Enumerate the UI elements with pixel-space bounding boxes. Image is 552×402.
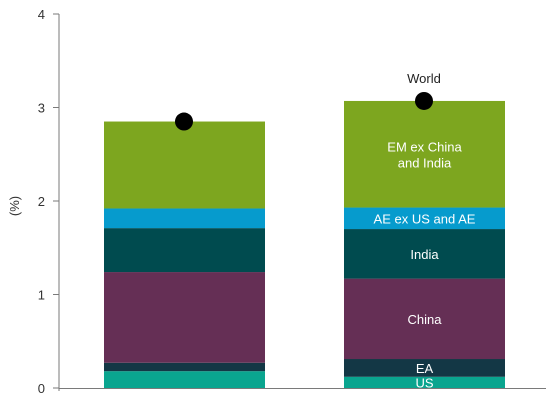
total-marker-dot [175, 112, 193, 131]
y-tick-label: 1 [38, 288, 45, 303]
bar-segment-ae-ex-us-and-ae [344, 207, 505, 230]
bars [104, 100, 505, 388]
total-marker-label: World [407, 71, 441, 86]
total-marker-dot [415, 91, 433, 110]
segment-label-em-ex-china-and-india: and India [398, 155, 452, 170]
bar-segment-em-ex-china-and-india [344, 100, 505, 208]
bar-segment-us [104, 371, 265, 388]
bar-segment-china [344, 278, 505, 360]
y-tick-label: 0 [38, 381, 45, 396]
bar-segment-us [344, 376, 505, 388]
segment-label-china: China [408, 312, 443, 327]
total-markers: World [175, 71, 441, 131]
bar-segment-em-ex-china-and-india [104, 121, 265, 209]
segment-label-ae-ex-us-and-ae: AE ex US and AE [374, 211, 476, 226]
segment-label-em-ex-china-and-india: EM ex China [387, 139, 462, 154]
bar-segment-india [104, 228, 265, 273]
y-tick-label: 4 [38, 7, 45, 22]
segment-label-us: US [415, 375, 433, 390]
axes: 0 1 2 3 4 (%) [7, 7, 546, 396]
bar-segment-ae-ex-us-and-ae [104, 208, 265, 229]
segment-label-ea: EA [416, 361, 434, 376]
bar-segment-india [344, 229, 505, 279]
segment-label-india: India [410, 247, 439, 262]
bar-segment-ea [104, 362, 265, 372]
y-tick-label: 3 [38, 101, 45, 116]
bar-segment-ea [344, 359, 505, 377]
y-tick-label: 2 [38, 194, 45, 209]
bar-segment-china [104, 272, 265, 363]
y-axis-label: (%) [7, 196, 22, 216]
